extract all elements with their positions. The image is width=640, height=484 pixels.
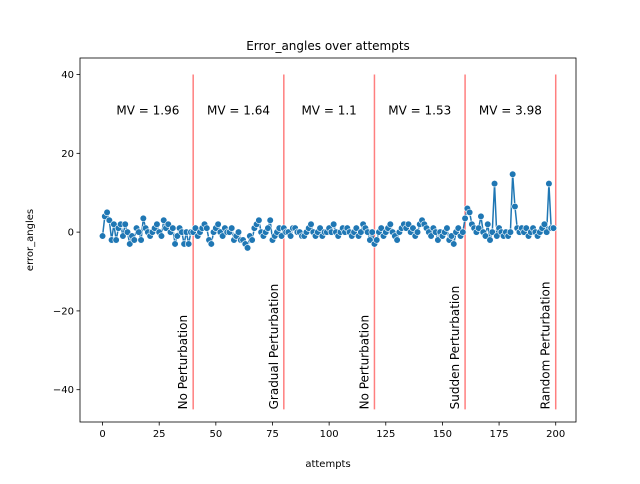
data-point [119, 232, 127, 240]
data-point [490, 180, 499, 188]
data-point [234, 228, 243, 236]
x-tick-label: 125 [376, 429, 395, 440]
x-tick-label: 200 [546, 429, 565, 440]
data-point [103, 208, 111, 217]
y-tick-label: 0 [68, 228, 74, 239]
data-point [373, 236, 381, 244]
data-point [228, 224, 236, 232]
data-point [459, 228, 467, 236]
data-point [466, 208, 474, 217]
data-point [443, 224, 451, 232]
data-point [121, 220, 129, 228]
data-point [447, 232, 456, 240]
data-point [264, 224, 272, 232]
data-point [203, 224, 211, 232]
y-tick-label: −20 [53, 306, 74, 317]
perturbation-label: Sudden Perturbation [448, 286, 462, 410]
y-tick-label: 40 [61, 70, 74, 81]
data-point [413, 228, 422, 236]
data-point [130, 236, 138, 244]
data-point [540, 220, 548, 228]
data-point [105, 216, 113, 224]
data-point [171, 240, 179, 248]
mean-value-label: MV = 1.64 [207, 104, 270, 118]
data-point [488, 228, 496, 236]
mean-value-label: MV = 3.98 [479, 104, 542, 118]
data-point [506, 228, 515, 236]
data-point [509, 170, 517, 178]
data-point [287, 232, 295, 240]
data-point [135, 228, 143, 236]
data-point [454, 224, 462, 232]
data-point [427, 232, 435, 240]
data-point [307, 220, 315, 228]
data-point [386, 220, 394, 228]
data-point [157, 232, 166, 240]
data-point [98, 232, 107, 240]
data-point [214, 220, 222, 228]
perturbation-label: No Perturbation [176, 315, 190, 409]
x-tick-label: 150 [433, 429, 452, 440]
perturbation-label: No Perturbation [357, 315, 371, 409]
data-point [330, 220, 338, 228]
data-point [153, 220, 161, 228]
data-point [207, 240, 215, 248]
data-point [352, 224, 360, 232]
chart-title: Error_angles over attempts [246, 39, 410, 53]
data-point [511, 202, 519, 211]
data-point [137, 236, 145, 244]
data-point [486, 236, 494, 244]
data-point [266, 216, 274, 224]
data-point [112, 236, 120, 244]
data-point [368, 228, 376, 236]
x-tick-label: 50 [209, 429, 222, 440]
data-point [185, 240, 193, 248]
data-point [277, 232, 286, 240]
data-point [139, 214, 147, 222]
data-point [543, 228, 551, 236]
x-tick-label: 100 [320, 429, 339, 440]
data-point [255, 216, 263, 224]
data-point [393, 236, 401, 244]
x-tick-label: 25 [153, 429, 166, 440]
data-point [484, 220, 492, 228]
mean-value-label: MV = 1.96 [116, 104, 179, 118]
mean-value-label: MV = 1.53 [388, 104, 451, 118]
y-tick-label: −40 [53, 385, 74, 396]
data-point [160, 216, 168, 224]
data-point [164, 220, 172, 228]
data-point [549, 224, 558, 232]
x-tick-label: 75 [266, 429, 279, 440]
data-point [461, 214, 469, 222]
perturbation-label: Random Perturbation [539, 282, 553, 410]
data-point [123, 228, 132, 236]
data-point [316, 224, 324, 232]
data-point [434, 236, 442, 244]
data-point [450, 240, 458, 248]
x-tick-label: 175 [490, 429, 509, 440]
plot-frame [79, 57, 577, 423]
y-tick-label: 20 [61, 149, 74, 160]
data-point [219, 232, 227, 240]
perturbation-label: Gradual Perturbation [267, 284, 281, 410]
data-point [545, 180, 553, 188]
data-point [475, 224, 483, 232]
data-point [126, 240, 134, 248]
data-point [481, 232, 490, 240]
data-point [404, 220, 413, 228]
x-tick-label: 0 [99, 429, 105, 440]
y-axis-label: error_angles [25, 209, 36, 271]
data-point [248, 236, 256, 244]
data-point [409, 224, 417, 232]
data-point [243, 244, 252, 252]
mean-value-label: MV = 1.1 [301, 104, 356, 118]
data-point [173, 232, 181, 240]
data-point [477, 212, 485, 220]
x-axis-label: attempts [305, 459, 350, 470]
data-point [169, 224, 177, 232]
